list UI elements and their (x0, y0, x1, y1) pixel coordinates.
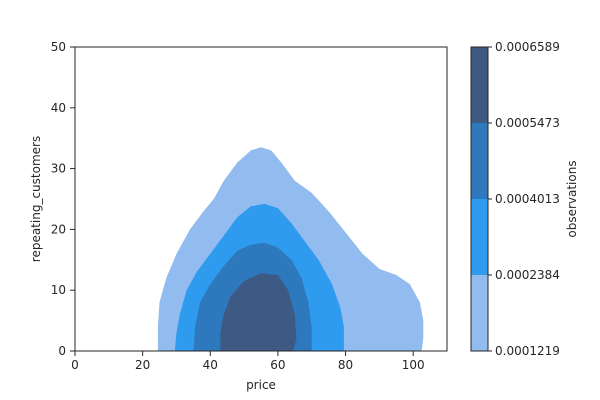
colorbar-tick-label: 0.0001219 (495, 344, 560, 358)
y-tick-label: 20 (51, 222, 66, 236)
colorbar-band-3 (471, 123, 488, 199)
colorbar-band-1 (471, 275, 488, 351)
y-tick-label: 30 (51, 162, 66, 176)
x-tick-label: 100 (402, 358, 425, 372)
x-axis-label: price (246, 378, 276, 392)
colorbar-bands (471, 47, 488, 351)
y-axis-label: repeating_customers (29, 136, 43, 262)
x-tick-label: 0 (71, 358, 79, 372)
y-tick-label: 10 (51, 283, 66, 297)
x-axis-ticks: 0 20 40 60 80 100 (71, 351, 425, 372)
x-tick-label: 20 (135, 358, 150, 372)
y-axis-ticks: 0 10 20 30 40 50 (51, 40, 75, 358)
plot-frame (74, 46, 448, 352)
contour-band-4 (220, 273, 297, 351)
colorbar: 0.0006589 0.0005473 0.0004013 0.0002384 0.00… (470, 40, 579, 358)
contour-layer (157, 147, 424, 351)
x-tick-label: 60 (270, 358, 285, 372)
colorbar-band-2 (471, 199, 488, 275)
colorbar-tick-label: 0.0002384 (495, 268, 560, 282)
y-tick-label: 50 (51, 40, 66, 54)
x-tick-label: 80 (338, 358, 353, 372)
x-tick-label: 40 (203, 358, 218, 372)
y-tick-label: 0 (58, 344, 66, 358)
colorbar-label: observations (565, 160, 579, 237)
colorbar-tick-label: 0.0006589 (495, 40, 560, 54)
colorbar-band-4 (471, 47, 488, 123)
colorbar-ticks: 0.0006589 0.0005473 0.0004013 0.0002384 0.00… (488, 40, 560, 358)
colorbar-tick-label: 0.0004013 (495, 192, 560, 206)
y-tick-label: 40 (51, 101, 66, 115)
colorbar-tick-label: 0.0005473 (495, 116, 560, 130)
